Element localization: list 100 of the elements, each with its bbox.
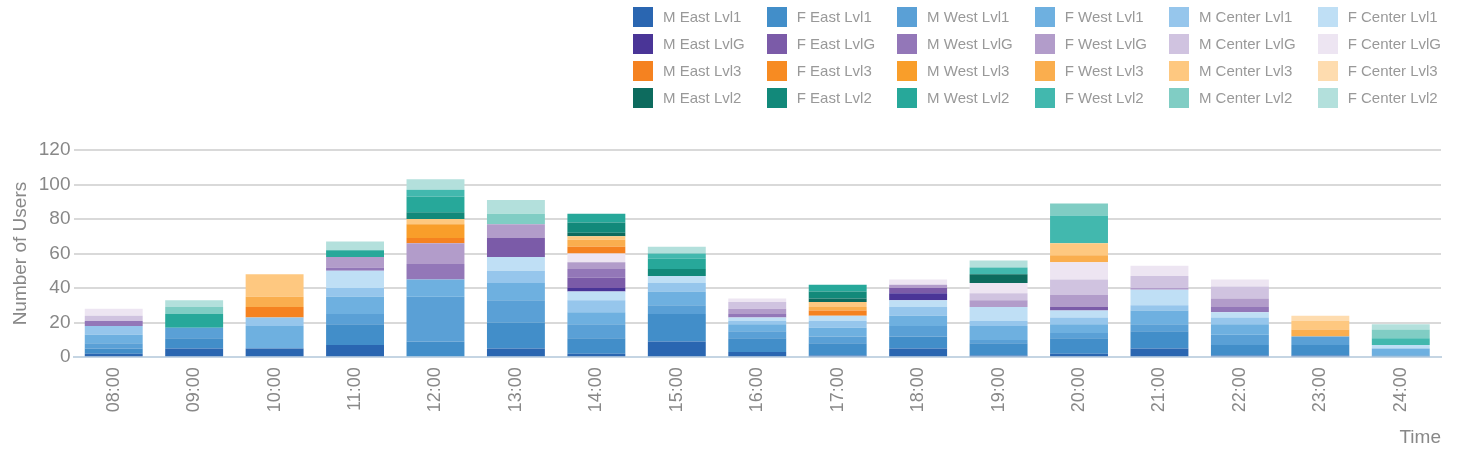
legend-label: F Center Lvl1 [1347,8,1438,25]
x-tick-label: 11:00 [344,367,365,411]
bar [567,239,626,247]
bar [165,327,224,339]
bar [406,238,465,244]
bar [1050,243,1108,256]
legend-label: F Center Lvl2 [1347,89,1438,106]
x-tick-label: 19:00 [987,367,1008,413]
bar [969,274,1028,283]
bar [1050,255,1108,263]
x-tick-label: 14:00 [585,367,606,413]
bar [326,250,384,258]
bar [486,200,545,214]
bar [1130,265,1189,277]
bar [326,324,384,346]
legend-label: F East Lvl1 [796,8,872,25]
bar [84,326,143,335]
y-tick-label: 60 [49,241,71,263]
y-tick-label: 120 [38,138,71,160]
x-tick-label: 21:00 [1148,367,1169,413]
bar [889,315,948,327]
bar [728,331,787,339]
bar [486,322,545,349]
bar [808,284,867,292]
bar [406,212,465,220]
x-axis-title: Time [1399,425,1441,447]
bar [486,213,545,225]
bar [245,274,304,297]
bar [245,348,304,357]
bar [326,267,384,271]
bar [728,298,787,302]
bar [567,338,626,354]
bar [1130,276,1189,289]
bar [889,288,948,294]
bar [728,301,787,309]
bar [647,258,706,270]
bar [326,296,384,314]
bar [326,345,384,357]
bar [245,296,304,308]
x-tick-label: 18:00 [907,367,928,413]
bar [1210,298,1269,308]
bar [1050,307,1108,311]
bar [1210,279,1269,287]
y-tick-label: 100 [38,172,71,194]
bar [486,282,545,301]
bar [84,320,143,327]
legend-label: F East Lvl2 [796,89,872,106]
bar [406,263,465,280]
bar [1210,345,1269,356]
bar [245,317,304,327]
bar [486,270,545,283]
bar [567,291,626,301]
bar [486,224,545,239]
bar [647,305,706,314]
bar [969,260,1028,268]
bar [1210,334,1269,346]
bar [567,288,626,292]
bar [647,253,706,259]
bar [165,338,224,349]
bar [969,307,1028,321]
bar [889,307,948,316]
bar [808,336,867,344]
bar [84,315,143,321]
bar [326,314,384,325]
legend-label: M East Lvl3 [663,62,742,79]
bar [1210,324,1269,335]
bar [1210,317,1269,325]
x-tick-label: 23:00 [1309,367,1330,413]
legend-label: M West LvlG [927,35,1013,52]
bar [728,308,787,314]
bar [567,222,626,233]
bar [1291,336,1350,346]
bar [1050,295,1108,308]
bar [84,334,143,344]
bar [808,307,867,311]
bar [567,300,626,313]
bar [84,308,143,316]
bar [1050,317,1108,325]
legend-label: M East Lvl1 [663,8,742,25]
y-tick-label: 0 [59,345,71,367]
bar [1291,345,1350,356]
bar [647,314,706,342]
bar [1050,262,1108,280]
bar [1371,329,1430,339]
bar [1050,332,1108,339]
bar [567,246,626,254]
legend-label: M Center Lvl2 [1198,89,1293,106]
legend-label: F Center LvlG [1347,35,1441,52]
bar [1291,315,1350,321]
bar [808,343,867,356]
bar [969,282,1028,294]
bar [1291,320,1350,330]
bar [567,312,626,325]
bar [165,300,224,308]
bar [889,300,948,308]
legend-label: M East Lvl2 [663,89,742,106]
bar [728,351,787,357]
bar [326,257,384,268]
bar [406,179,465,190]
bar [406,243,465,264]
